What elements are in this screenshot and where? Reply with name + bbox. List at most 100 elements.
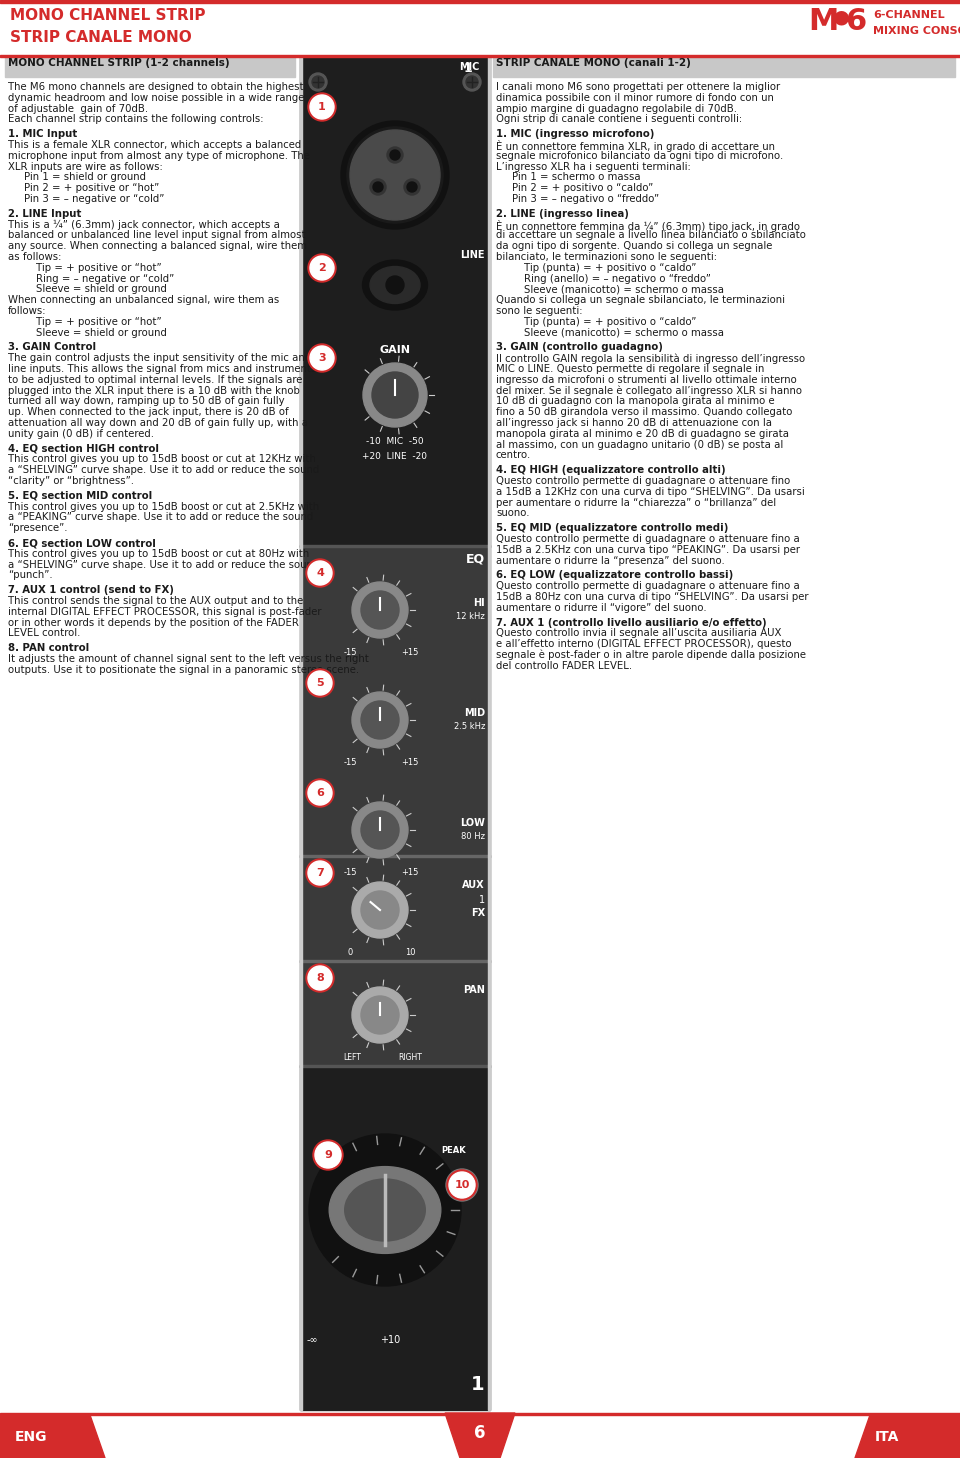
Circle shape [308, 862, 332, 885]
Circle shape [306, 859, 334, 886]
Text: centro.: centro. [496, 451, 531, 461]
Text: Sleeve = shield or ground: Sleeve = shield or ground [36, 328, 167, 338]
Circle shape [450, 1174, 474, 1197]
Text: Tip = + positive or “hot”: Tip = + positive or “hot” [36, 262, 161, 273]
Bar [0, 1413, 960, 1416]
Text: “presence”.: “presence”. [8, 523, 67, 534]
Text: ingresso da microfoni o strumenti al livello ottimale interno: ingresso da microfoni o strumenti al liv… [496, 375, 797, 385]
Circle shape [466, 76, 478, 87]
Circle shape [308, 781, 332, 805]
Polygon shape [445, 1413, 515, 1458]
Circle shape [390, 150, 400, 160]
Text: EQ: EQ [466, 553, 485, 566]
Bar [300, 1067, 490, 1410]
Circle shape [350, 130, 440, 220]
Text: 1: 1 [464, 63, 472, 74]
Text: 4. EQ HIGH (equalizzatore controllo alti): 4. EQ HIGH (equalizzatore controllo alti… [496, 465, 726, 475]
Text: Each channel strip contains the following controls:: Each channel strip contains the followin… [8, 114, 263, 124]
Text: 8. PAN control: 8. PAN control [8, 643, 89, 653]
Text: 2.5 kHz: 2.5 kHz [454, 722, 485, 730]
Bar [300, 57, 490, 547]
Text: +10: +10 [380, 1336, 400, 1344]
Text: Sleeve (manicotto) = schermo o massa: Sleeve (manicotto) = schermo o massa [524, 328, 724, 338]
Text: 6-CHANNEL: 6-CHANNEL [873, 10, 945, 20]
Text: da ogni tipo di sorgente. Quando si collega un segnale: da ogni tipo di sorgente. Quando si coll… [496, 241, 773, 251]
Text: 3. GAIN Control: 3. GAIN Control [8, 343, 96, 353]
Bar [300, 545, 490, 547]
Circle shape [341, 121, 449, 229]
Text: Ring = – negative or “cold”: Ring = – negative or “cold” [36, 274, 175, 284]
Text: STRIP CANALE MONO (canali 1-2): STRIP CANALE MONO (canali 1-2) [496, 58, 691, 69]
Bar [0, 0, 960, 3]
Text: 6: 6 [316, 787, 324, 798]
Circle shape [308, 93, 336, 121]
Circle shape [308, 254, 336, 281]
Circle shape [387, 147, 403, 163]
Text: 4. EQ section HIGH control: 4. EQ section HIGH control [8, 443, 159, 453]
Text: È un connettore femmina XLR, in grado di accettare un: È un connettore femmina XLR, in grado di… [496, 140, 775, 152]
Text: 6. EQ section LOW control: 6. EQ section LOW control [8, 538, 156, 548]
Bar [5, 57, 295, 77]
Text: +15: +15 [401, 647, 419, 658]
Text: of adjustable  gain of 70dB.: of adjustable gain of 70dB. [8, 104, 148, 114]
Text: XLR inputs are wire as follows:: XLR inputs are wire as follows: [8, 162, 163, 172]
Text: LEVEL control.: LEVEL control. [8, 628, 81, 639]
Text: 12 kHz: 12 kHz [456, 612, 485, 621]
Text: Sleeve (manicotto) = schermo o massa: Sleeve (manicotto) = schermo o massa [524, 284, 724, 295]
Text: 1: 1 [318, 102, 325, 112]
Text: Tip = + positive or “hot”: Tip = + positive or “hot” [36, 316, 161, 327]
Text: Ring (anello) = – negativo o “freddo”: Ring (anello) = – negativo o “freddo” [524, 274, 710, 284]
Circle shape [306, 558, 334, 588]
Text: -15: -15 [344, 868, 357, 878]
Circle shape [447, 1169, 477, 1200]
Circle shape [446, 1169, 478, 1201]
Text: Pin 3 = – negativo o “freddo”: Pin 3 = – negativo o “freddo” [512, 194, 660, 204]
Text: MIXING CONSOLE: MIXING CONSOLE [873, 26, 960, 36]
Circle shape [310, 257, 334, 280]
Bar [0, 55, 960, 57]
Text: RIGHT: RIGHT [398, 1053, 422, 1061]
Circle shape [361, 996, 399, 1034]
Text: -10  MIC  -50: -10 MIC -50 [366, 437, 423, 446]
Circle shape [386, 276, 404, 295]
Text: segnale microfonico bilanciato da ogni tipo di microfono.: segnale microfonico bilanciato da ogni t… [496, 150, 783, 160]
Text: suono.: suono. [496, 509, 530, 519]
Text: “clarity” or “brightness”.: “clarity” or “brightness”. [8, 475, 134, 486]
Text: 7: 7 [316, 868, 324, 878]
Text: di accettare un segnale a livello linea bilanciato o sbilanciato: di accettare un segnale a livello linea … [496, 230, 805, 241]
Text: L’ingresso XLR ha i seguenti terminali:: L’ingresso XLR ha i seguenti terminali: [496, 162, 691, 172]
Circle shape [308, 344, 336, 372]
Text: 5: 5 [316, 678, 324, 688]
Text: Tip (punta) = + positivo o “caldo”: Tip (punta) = + positivo o “caldo” [524, 316, 696, 327]
Text: 0: 0 [348, 948, 352, 956]
Ellipse shape [363, 260, 427, 311]
Text: +15: +15 [401, 758, 419, 767]
Text: Sleeve = shield or ground: Sleeve = shield or ground [36, 284, 167, 295]
Text: MONO CHANNEL STRIP (1-2 channels): MONO CHANNEL STRIP (1-2 channels) [8, 58, 229, 69]
Circle shape [370, 179, 386, 195]
Circle shape [373, 182, 383, 192]
Text: This control gives you up to 15dB boost or cut at 80Hz with: This control gives you up to 15dB boost … [8, 548, 309, 558]
Bar [300, 547, 490, 857]
Text: M: M [808, 7, 838, 36]
Bar [0, 3, 960, 55]
Circle shape [361, 891, 399, 929]
Text: PAN: PAN [463, 986, 485, 994]
Circle shape [361, 701, 399, 739]
Circle shape [404, 179, 420, 195]
Text: microphone input from almost any type of microphone. The: microphone input from almost any type of… [8, 150, 310, 160]
Text: Questo controllo invia il segnale all’uscita ausiliaria AUX: Questo controllo invia il segnale all’us… [496, 628, 781, 639]
Text: FX: FX [470, 908, 485, 919]
Text: 6: 6 [474, 1424, 486, 1442]
Text: It adjusts the amount of channel signal sent to the left versus the right: It adjusts the amount of channel signal … [8, 655, 369, 663]
Circle shape [361, 811, 399, 849]
Text: Tip (punta) = + positivo o “caldo”: Tip (punta) = + positivo o “caldo” [524, 262, 696, 273]
Text: 4: 4 [316, 569, 324, 577]
Text: 2. LINE (ingresso linea): 2. LINE (ingresso linea) [496, 208, 629, 219]
Text: bilanciato, le terminazioni sono le seguenti:: bilanciato, le terminazioni sono le segu… [496, 252, 717, 262]
Bar [493, 57, 955, 77]
Circle shape [352, 987, 408, 1042]
Text: per aumentare o ridurre la “chiarezza” o “brillanza” del: per aumentare o ridurre la “chiarezza” o… [496, 497, 776, 507]
Circle shape [363, 363, 427, 427]
Bar [300, 962, 490, 1067]
